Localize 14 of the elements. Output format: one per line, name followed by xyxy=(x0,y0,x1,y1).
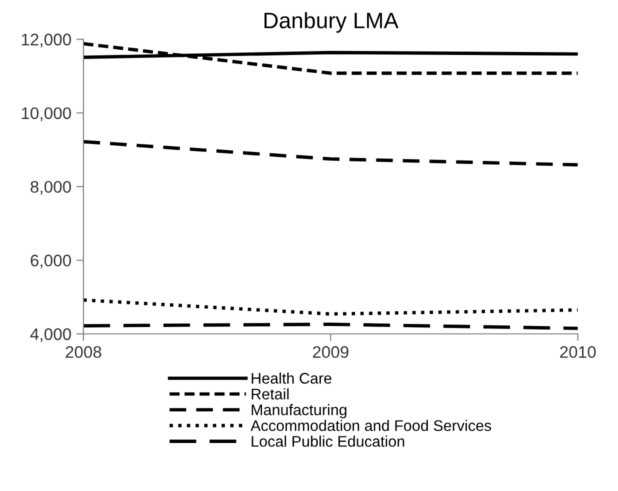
y-tick-label: 12,000 xyxy=(22,34,71,48)
legend-label: Local Public Education xyxy=(252,436,404,447)
y-tick-label: 10,000 xyxy=(22,107,71,122)
legend-label: Health Care xyxy=(252,372,332,384)
y-tick-label: 4,000 xyxy=(30,328,71,342)
x-tick-label: 2009 xyxy=(312,346,348,358)
legend-label: Retail xyxy=(252,388,289,400)
y-tick-label: 6,000 xyxy=(30,254,71,268)
y-tick-label: 8,000 xyxy=(30,180,71,195)
x-tick-label: 2008 xyxy=(66,346,102,358)
legend-label: Accommodation and Food Services xyxy=(250,420,492,432)
legend-label: Manufacturing xyxy=(252,404,346,418)
chart-title: Danbury LMA xyxy=(264,12,399,33)
x-tick-label: 2010 xyxy=(560,346,596,358)
